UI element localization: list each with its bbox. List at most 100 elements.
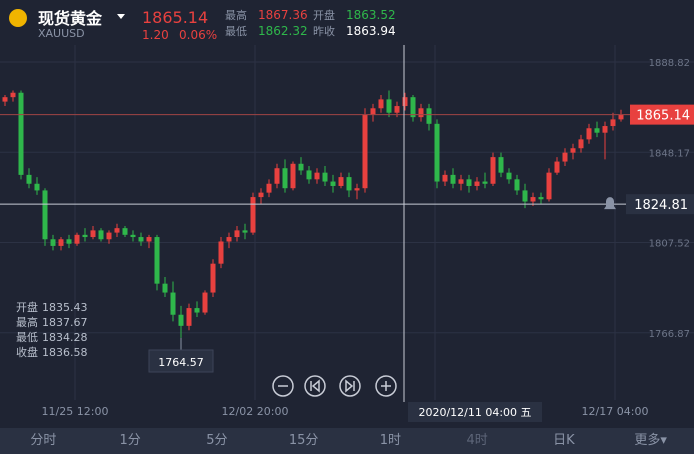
candle-body	[330, 181, 336, 186]
candle-body	[546, 172, 552, 200]
candle-body	[130, 234, 136, 238]
logo	[9, 9, 27, 27]
zoom-out[interactable]	[272, 375, 294, 397]
info-value: 1837.67	[42, 316, 88, 329]
candle-body	[186, 308, 192, 326]
candle-body	[2, 97, 8, 102]
candle-body	[282, 168, 288, 189]
candle-body	[98, 230, 104, 240]
y-tick-label: 1807.52	[649, 239, 690, 250]
stat-label: 昨收	[313, 24, 335, 38]
dropdown-arrow[interactable]	[117, 14, 125, 19]
candle-body	[250, 197, 256, 233]
period-tab[interactable]: 日K	[553, 433, 575, 448]
period-tab[interactable]: 5分	[206, 433, 228, 448]
candle-body	[146, 237, 152, 242]
period-tab[interactable]: 更多▾	[634, 433, 667, 448]
candle-body	[202, 292, 208, 313]
info-value: 1835.43	[42, 301, 88, 314]
last-price: 1865.14	[142, 8, 208, 27]
candle-body	[154, 237, 160, 284]
candle-body	[82, 234, 88, 238]
candle-body	[26, 174, 32, 184]
candle-body	[18, 92, 24, 175]
nav-buttons	[272, 375, 397, 397]
candle-body	[458, 179, 464, 184]
period-tab[interactable]: 分时	[30, 433, 57, 448]
candle-body	[426, 108, 432, 124]
symbol: XAUUSD	[38, 27, 85, 40]
candle-body	[106, 232, 112, 240]
last-price-box	[630, 104, 694, 125]
period-tab[interactable]: 1分	[119, 433, 141, 448]
period-tab[interactable]: 15分	[288, 433, 319, 448]
chart: 现货黄金 XAUUSD 1865.14 1.20 0.06% 最高 1867.36…	[0, 8, 694, 422]
candle-body	[114, 228, 120, 233]
candle-body	[58, 239, 64, 246]
candle-body	[90, 230, 96, 238]
candle-body	[514, 179, 520, 191]
last-price-label: 1865.14	[636, 109, 690, 124]
x-tick-label: 12/17 04:00	[582, 405, 649, 418]
candle-body	[570, 148, 576, 153]
candle-body	[242, 230, 248, 233]
candle-body	[562, 152, 568, 162]
candle-body	[466, 179, 472, 186]
candle-body	[522, 190, 528, 202]
candle-body	[586, 128, 592, 140]
candle-body	[474, 181, 480, 186]
candle-body	[618, 114, 624, 120]
next[interactable]	[339, 375, 361, 397]
crosshair-price-box	[626, 194, 694, 215]
candle-body	[610, 119, 616, 127]
candle-body	[218, 241, 224, 264]
candle-body	[594, 128, 600, 133]
change-pct: 0.06%	[179, 28, 217, 42]
stat-value: 1863.52	[346, 8, 396, 22]
candle-body	[210, 263, 216, 293]
candle-body	[170, 292, 176, 315]
info-value: 1834.28	[42, 331, 88, 344]
x-tick-label: 12/02 20:00	[222, 405, 289, 418]
candle-body	[490, 157, 496, 184]
info-value: 1836.58	[42, 346, 88, 359]
candle-body	[538, 197, 544, 200]
zoom-in[interactable]	[375, 375, 397, 397]
candle-body	[346, 177, 352, 191]
candle-body	[370, 108, 376, 115]
x-tick-label: 11/25 12:00	[42, 405, 109, 418]
candle-body	[122, 228, 128, 235]
crosshair-time-box	[408, 402, 542, 422]
candle-body	[274, 168, 280, 184]
alert-bell	[604, 197, 616, 210]
candle-body	[354, 188, 360, 191]
candle-body	[410, 97, 416, 118]
instrument-name: 现货黄金	[38, 9, 103, 28]
candle-body	[450, 174, 456, 184]
y-tick-label: 1766.87	[649, 329, 690, 340]
candle-body	[394, 106, 400, 113]
info-label: 收盘	[16, 345, 38, 359]
candle-body	[194, 308, 200, 313]
info-label: 最低	[16, 331, 38, 344]
stat-value: 1867.36	[258, 8, 308, 22]
candle-body	[506, 172, 512, 180]
candle-body	[482, 181, 488, 184]
crosshair-time: 2020/12/11 04:00 五	[418, 406, 531, 419]
candle-body	[290, 163, 296, 189]
candle-body	[314, 172, 320, 180]
candle-body	[434, 123, 440, 182]
candle-body	[386, 99, 392, 113]
period-tab[interactable]: 4时	[466, 433, 488, 448]
candle-body	[74, 234, 80, 244]
candle-body	[298, 163, 304, 171]
crosshair-price: 1824.81	[634, 198, 688, 213]
period-tabs: 分时 1分 5分 15分 1时 4时 日K 更多▾	[0, 428, 694, 454]
candle-body	[226, 237, 232, 242]
candle-body	[266, 183, 272, 193]
y-tick-label: 1848.17	[649, 148, 690, 159]
period-tab[interactable]: 1时	[379, 433, 402, 448]
candle-body	[162, 283, 168, 293]
candle-body	[66, 239, 72, 244]
prev[interactable]	[304, 375, 326, 397]
